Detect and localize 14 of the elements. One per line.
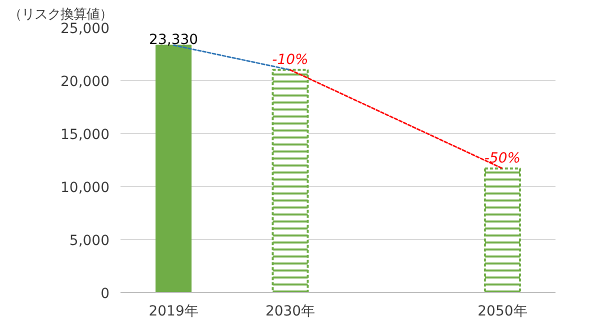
annotation: -10%	[272, 52, 308, 68]
x-tick-label: 2019年	[148, 304, 198, 320]
y-tick-label: 25,000	[60, 21, 110, 37]
y-axis-title: （リスク換算値）	[8, 8, 112, 22]
x-tick-label: 2030年	[265, 304, 316, 320]
x-tick-label: 2050年	[478, 304, 528, 320]
y-tick-label: 15,000	[60, 127, 110, 143]
bar	[156, 44, 192, 292]
annotation: -50%	[484, 150, 521, 166]
y-tick-label: 5,000	[69, 233, 110, 249]
data-label: 23,330	[149, 32, 198, 48]
y-tick-label: 10,000	[60, 180, 110, 196]
y-tick-label: 0	[100, 286, 110, 302]
y-tick-label: 20,000	[60, 74, 110, 90]
